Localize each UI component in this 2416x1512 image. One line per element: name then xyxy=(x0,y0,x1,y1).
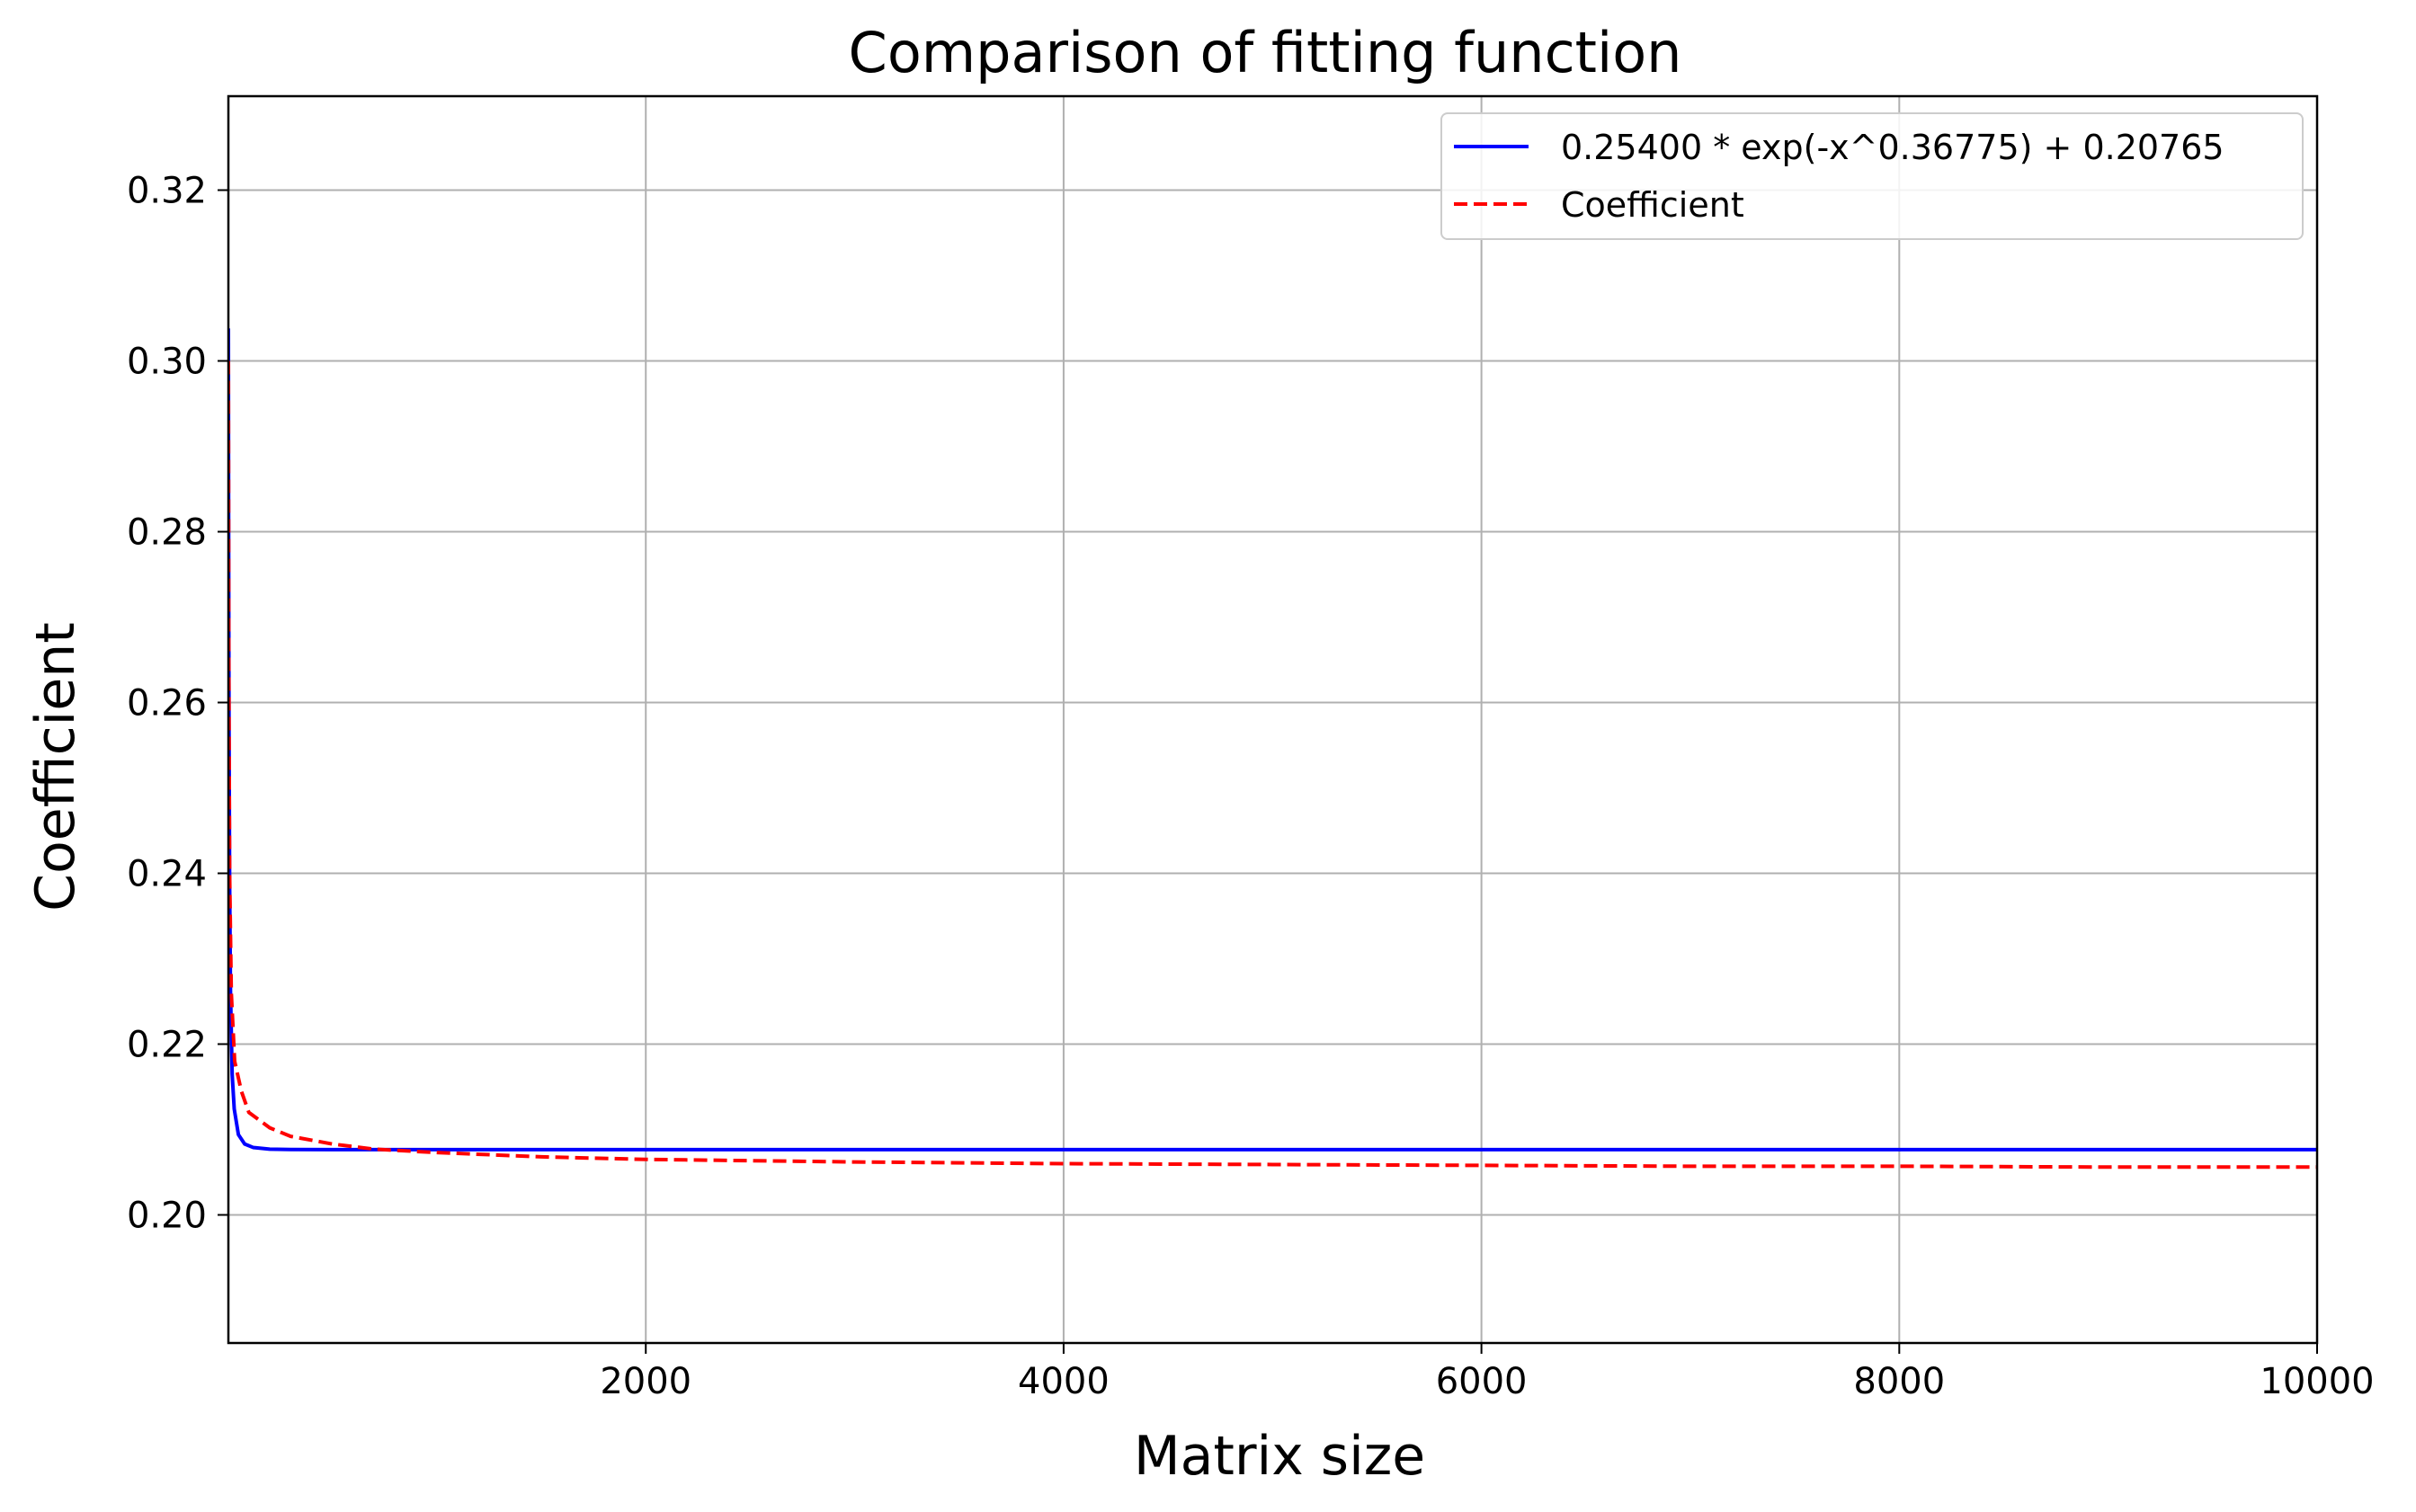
x-axis: 2000 4000 6000 8000 10000 xyxy=(600,1343,2375,1402)
series-layer xyxy=(228,328,2317,1170)
x-tick-label: 2000 xyxy=(600,1361,691,1402)
legend: 0.25400 * exp(-x^0.36775) + 0.20765 Coef… xyxy=(1440,112,2304,240)
legend-box xyxy=(1440,112,2304,240)
x-tick-label: 10000 xyxy=(2260,1361,2374,1402)
x-tick-label: 8000 xyxy=(1853,1361,1945,1402)
grid xyxy=(228,96,2318,1343)
legend-label-fit: 0.25400 * exp(-x^0.36775) + 0.20765 xyxy=(1561,128,2224,167)
x-axis-title: Matrix size xyxy=(1134,1425,1425,1488)
x-tick-label: 6000 xyxy=(1436,1361,1528,1402)
x-tick-label: 4000 xyxy=(1018,1361,1110,1402)
y-tick-label: 0.22 xyxy=(127,1025,207,1066)
y-tick-label: 0.20 xyxy=(127,1196,207,1237)
y-tick-label: 0.24 xyxy=(127,854,207,895)
y-tick-label: 0.26 xyxy=(127,683,207,725)
y-tick-label: 0.32 xyxy=(127,171,207,212)
legend-label-coefficient: Coefficient xyxy=(1561,185,1744,225)
y-tick-label: 0.28 xyxy=(127,512,207,554)
series-line-1 xyxy=(228,360,2317,1170)
y-axis-title: Coefficient xyxy=(24,622,87,912)
y-axis: 0.20 0.22 0.24 0.26 0.28 0.30 0.32 xyxy=(127,171,228,1237)
y-tick-label: 0.30 xyxy=(127,342,207,383)
plot-frame xyxy=(227,94,2319,1345)
chart-title: Comparison of fitting function xyxy=(849,20,1682,85)
